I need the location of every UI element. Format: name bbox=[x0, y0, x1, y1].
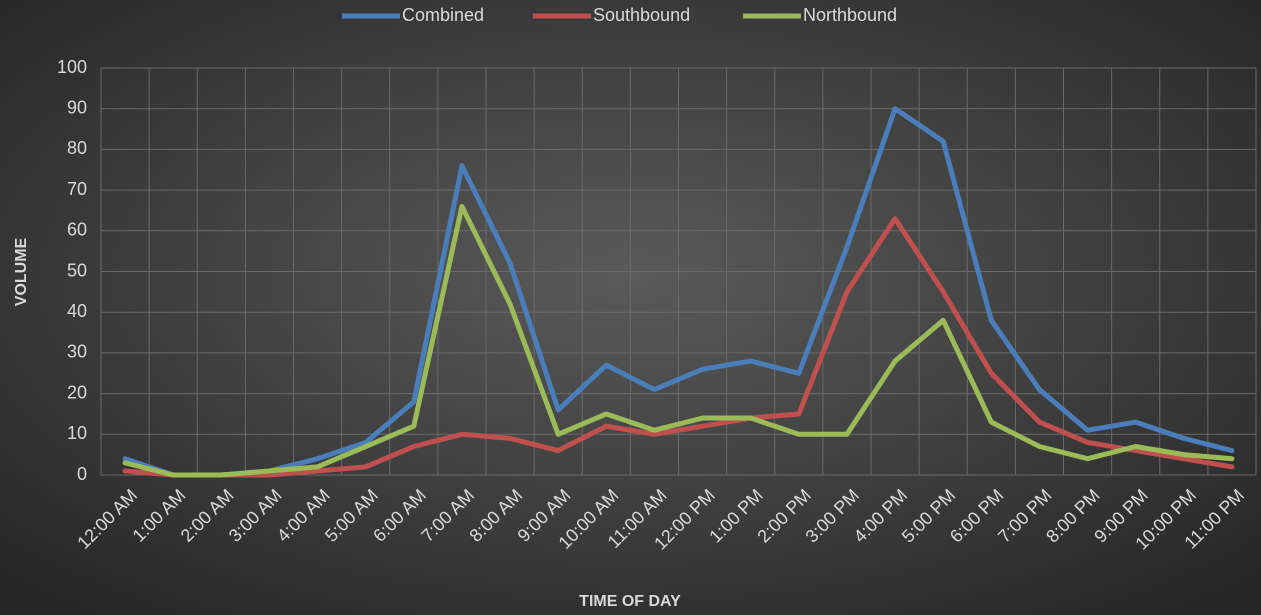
legend-label: Northbound bbox=[803, 5, 897, 25]
legend-label: Southbound bbox=[593, 5, 690, 25]
legend-label: Combined bbox=[402, 5, 484, 25]
y-tick-label: 20 bbox=[67, 382, 87, 402]
series-line bbox=[122, 203, 1235, 478]
y-tick-label: 90 bbox=[67, 97, 87, 117]
y-tick-label: 40 bbox=[67, 301, 87, 321]
y-tick-label: 80 bbox=[67, 138, 87, 158]
y-tick-label: 100 bbox=[57, 57, 87, 77]
series-line bbox=[122, 106, 1235, 478]
x-axis-title: TIME OF DAY bbox=[579, 593, 681, 610]
y-tick-label: 10 bbox=[67, 423, 87, 443]
y-tick-label: 0 bbox=[77, 464, 87, 484]
y-tick-label: 60 bbox=[67, 220, 87, 240]
y-tick-label: 70 bbox=[67, 179, 87, 199]
y-tick-label: 50 bbox=[67, 260, 87, 280]
y-tick-label: 30 bbox=[67, 342, 87, 362]
y-axis-title: VOLUME bbox=[13, 237, 30, 306]
series-line bbox=[122, 216, 1235, 478]
